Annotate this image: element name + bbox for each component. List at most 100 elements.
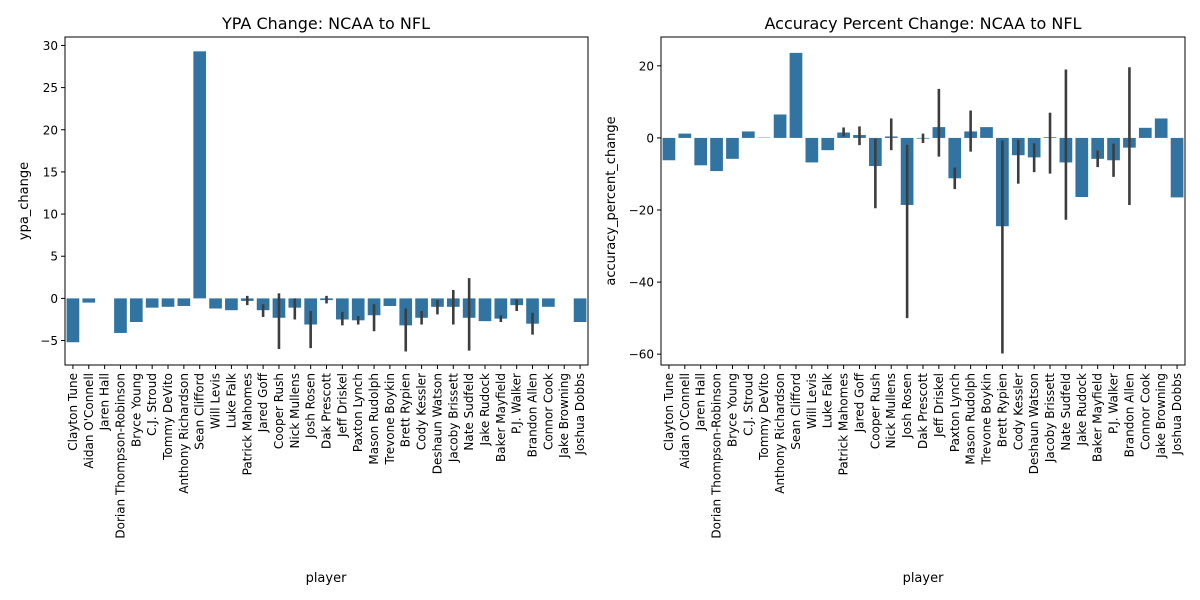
x-tick-label: Sean Clifford [193,373,207,450]
bar [209,298,222,309]
x-tick-label: Bryce Young [129,373,143,447]
x-tick-label: Jacoby Brissett [446,373,460,463]
bar [336,298,349,320]
bar [678,133,692,138]
x-tick-label: Clayton Tune [662,373,676,451]
x-tick-label: Mason Rudolph [964,373,978,465]
x-tick-label: Brandon Allen [1122,373,1136,457]
x-tick-label: Patrick Mahomes [837,373,851,475]
x-tick-label: Josh Rosen [900,373,914,439]
bar [1170,137,1184,198]
x-tick-label: Nate Sudfeld [462,373,476,451]
x-tick-label: C.J. Stroud [741,373,755,436]
x-tick-label: Jake Browning [1154,373,1168,459]
y-tick-label: 20 [639,59,654,73]
bar [114,298,127,333]
x-tick-label: Dorian Thompson-Robinson [710,373,724,539]
bar [526,298,539,324]
x-tick-label: Joshua Dobbs [1170,373,1184,456]
x-tick-label: Jeff Driskel [932,373,946,438]
bar [805,137,819,163]
x-tick-label: Jaren Hall [694,373,708,431]
bar [573,298,587,322]
bar [662,137,676,161]
bar [694,137,708,166]
bar [980,127,993,138]
x-tick-label: Clayton Tune [66,373,80,451]
x-tick-label: Baker Mayfield [1091,373,1105,462]
x-tick-label: C.J. Stroud [145,373,159,436]
x-tick-label: Brett Rypien [399,373,413,447]
x-tick-label: Will Levis [209,373,223,429]
x-tick-label: Brandon Allen [526,373,540,457]
x-tick-label: Trevone Boykin [383,373,397,465]
x-tick-label: Nate Sudfeld [1059,373,1073,451]
x-tick-label: P.J. Walker [510,373,524,434]
bar [145,298,159,308]
x-tick-label: Nick Mullens [884,373,898,449]
x-tick-label: Jaren Hall [98,373,112,431]
x-axis-label: player [306,571,348,586]
x-tick-label: Deshaun Watson [430,373,444,474]
chart-title: YPA Change: NCAA to NFL [221,14,430,33]
x-tick-label: Bryce Young [725,373,739,447]
bar [193,51,207,299]
x-tick-label: Dorian Thompson-Robinson [113,373,127,539]
x-tick-label: Paxton Lynch [948,373,962,452]
y-tick-label: 0 [50,292,58,306]
x-tick-label: Will Levis [805,373,819,429]
bar [773,114,787,138]
x-tick-label: Anthony Richardson [177,373,191,494]
x-tick-label: Tommy DeVito [757,373,771,461]
bar [542,298,555,307]
y-tick-label: 30 [43,39,58,53]
x-tick-label: Anthony Richardson [773,373,787,494]
y-tick-label: 25 [43,81,58,95]
x-tick-label: Connor Cook [1138,373,1152,450]
x-tick-label: Jeff Driskel [335,373,349,438]
y-axis-label: ypa_change [17,162,32,240]
x-tick-label: Jared Goff [256,372,270,433]
x-tick-label: Cooper Rush [868,373,882,449]
y-tick-label: −60 [629,348,654,362]
y-tick-label: −40 [629,276,654,290]
y-tick-label: 5 [50,250,58,264]
x-tick-label: Jake Browning [557,373,571,459]
bar [383,298,397,306]
y-tick-label: 20 [43,123,58,137]
x-tick-label: Cody Kessler [1011,373,1025,450]
y-tick-label: −20 [629,204,654,218]
bar [161,298,175,307]
bar [726,137,739,159]
x-tick-label: Baker Mayfield [494,373,508,462]
bar [789,52,803,138]
x-tick-label: Jacoby Brissett [1043,373,1057,463]
x-tick-label: Luke Falk [224,373,238,428]
x-tick-label: Jake Rudock [1075,373,1089,447]
x-tick-label: Sean Clifford [789,373,803,450]
y-tick-label: −5 [40,334,58,348]
bar [351,298,365,321]
x-axis-label: player [903,571,945,586]
x-tick-label: Jake Rudock [478,373,492,447]
x-tick-label: Paxton Lynch [351,373,365,452]
bar [82,298,96,303]
y-tick-label: 10 [43,208,58,222]
accuracy-percent-change-chart: Accuracy Percent Change: NCAA to NFL acc… [604,14,1186,586]
x-tick-label: Nick Mullens [288,373,302,449]
bar [415,298,428,318]
x-tick-label: Josh Rosen [304,373,318,439]
ypa-change-chart: YPA Change: NCAA to NFL ypa_change playe… [17,14,589,586]
x-tick-label: Trevone Boykin [980,373,994,465]
bar [494,298,508,319]
x-tick-label: Aidan O'Connell [678,373,692,469]
bar [948,137,962,179]
y-tick-label: 0 [646,131,654,145]
x-tick-label: Joshua Dobbs [573,373,587,456]
bar [478,298,492,322]
x-tick-label: Patrick Mahomes [240,373,254,475]
bar [1091,137,1105,159]
bar [1138,127,1152,138]
bar [129,298,143,322]
